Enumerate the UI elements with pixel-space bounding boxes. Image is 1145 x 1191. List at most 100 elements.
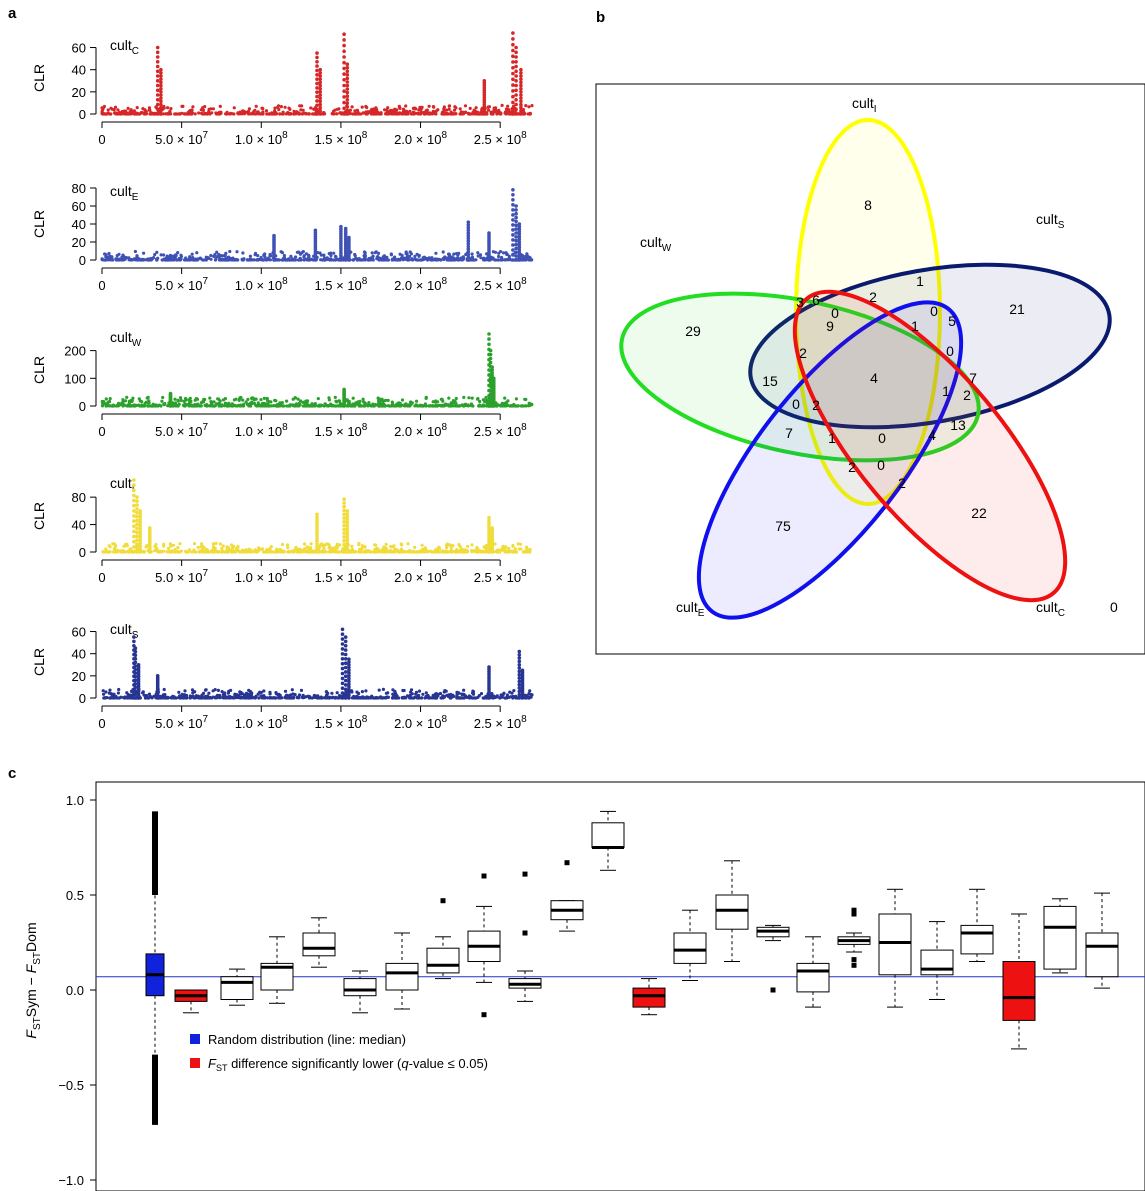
data-point (290, 403, 295, 407)
data-point (470, 255, 474, 259)
data-point (257, 696, 261, 700)
data-point (416, 258, 421, 262)
data-point (105, 112, 109, 116)
data-point (287, 258, 291, 262)
data-point (453, 400, 457, 404)
data-point (105, 696, 109, 700)
peak-point (340, 632, 345, 636)
data-point (385, 111, 390, 115)
data-point (401, 107, 406, 111)
data-point (190, 550, 194, 554)
data-point (223, 696, 227, 700)
data-point (502, 251, 506, 255)
data-point (458, 112, 462, 116)
data-point (373, 251, 377, 255)
data-point (119, 258, 124, 262)
data-point (217, 255, 221, 259)
data-point (204, 258, 208, 262)
peak-point (138, 517, 142, 522)
outlier (564, 860, 570, 866)
data-point (258, 112, 262, 116)
venn-label-cult-w: cultW (640, 234, 672, 254)
data-point (223, 397, 227, 401)
y-tick-label: 0.0 (66, 983, 84, 998)
data-point (337, 694, 342, 698)
data-point (389, 112, 393, 116)
peak-point (514, 83, 518, 88)
data-point (454, 257, 458, 262)
peak-point (345, 73, 350, 77)
data-point (530, 258, 534, 262)
data-point (253, 112, 257, 116)
data-point (241, 550, 245, 554)
data-point (508, 404, 512, 408)
data-point (483, 696, 487, 700)
peak-point (514, 55, 518, 59)
data-point (232, 258, 236, 262)
data-point (201, 112, 205, 116)
data-point (516, 404, 520, 408)
y-tick-label: 0 (79, 107, 86, 122)
data-point (374, 548, 378, 552)
data-point (526, 255, 531, 259)
data-point (304, 550, 308, 554)
data-point (117, 687, 121, 692)
data-point (413, 106, 417, 110)
peak-point (519, 112, 523, 116)
peak-point (132, 539, 136, 544)
data-point (352, 694, 356, 699)
data-point (227, 696, 231, 700)
peak-point (514, 74, 518, 78)
data-point (324, 690, 328, 694)
data-point (184, 398, 188, 402)
data-point (281, 550, 285, 554)
peak-point (487, 337, 491, 341)
peak-point (342, 72, 346, 76)
data-point (257, 546, 261, 550)
peak-point (347, 674, 351, 678)
peak-point (487, 515, 491, 520)
data-point (188, 255, 192, 259)
data-point (236, 545, 240, 549)
data-point (323, 543, 327, 547)
data-point (219, 110, 223, 114)
y-tick-label: 40 (72, 518, 86, 533)
data-point (218, 399, 222, 403)
data-point (183, 693, 187, 697)
data-point (128, 548, 132, 552)
peak-point (487, 547, 491, 552)
data-point (482, 545, 486, 549)
data-point (466, 544, 470, 548)
data-point (110, 404, 114, 408)
x-tick-label: 2.0 × 108 (394, 276, 447, 293)
data-point (142, 693, 146, 697)
data-point (391, 402, 395, 406)
data-point (444, 403, 448, 407)
data-point (254, 104, 258, 108)
peak-point (345, 538, 350, 542)
data-point (262, 696, 266, 700)
data-point (493, 542, 497, 546)
peak-point (345, 526, 350, 531)
data-point (437, 257, 441, 261)
data-point (462, 688, 466, 692)
data-point (421, 692, 425, 696)
peak-point (342, 501, 346, 505)
peak-point (517, 224, 522, 229)
peak-point (345, 87, 350, 91)
data-point (425, 108, 429, 112)
peak-point (159, 74, 163, 78)
data-point (457, 404, 461, 408)
data-point (136, 258, 140, 262)
data-point (446, 258, 450, 262)
data-point (175, 550, 179, 554)
venn-region-count: 2 (848, 459, 856, 475)
data-point (216, 688, 220, 693)
data-point (374, 695, 378, 700)
data-point (434, 399, 438, 403)
data-point (182, 112, 186, 116)
data-point (423, 402, 427, 406)
data-point (107, 550, 111, 554)
data-point (406, 542, 410, 546)
